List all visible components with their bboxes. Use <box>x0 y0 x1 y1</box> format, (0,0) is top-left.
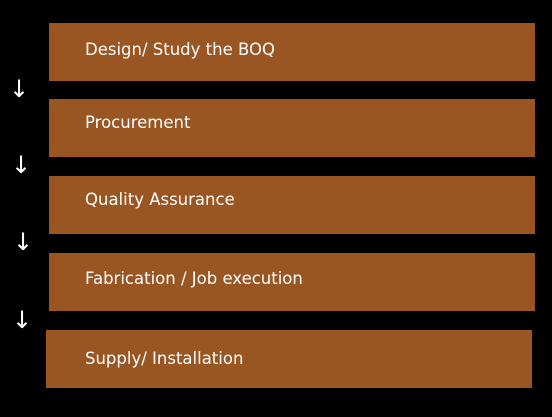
step-supply-installation-label: Supply/ Installation <box>85 349 244 368</box>
step-design-label: Design/ Study the BOQ <box>85 40 275 59</box>
step-procurement: Procurement <box>49 99 535 157</box>
step-fabrication-label: Fabrication / Job execution <box>85 269 303 288</box>
step-quality-assurance: Quality Assurance <box>49 176 535 234</box>
step-design: Design/ Study the BOQ <box>49 23 535 81</box>
step-supply-installation: Supply/ Installation <box>46 330 532 388</box>
down-arrow-icon: ↓ <box>13 228 34 256</box>
down-arrow-icon: ↓ <box>11 151 32 179</box>
down-arrow-icon: ↓ <box>12 306 33 334</box>
step-procurement-label: Procurement <box>85 113 191 132</box>
step-quality-assurance-label: Quality Assurance <box>85 190 235 209</box>
step-fabrication: Fabrication / Job execution <box>49 253 535 311</box>
down-arrow-icon: ↓ <box>9 75 30 103</box>
